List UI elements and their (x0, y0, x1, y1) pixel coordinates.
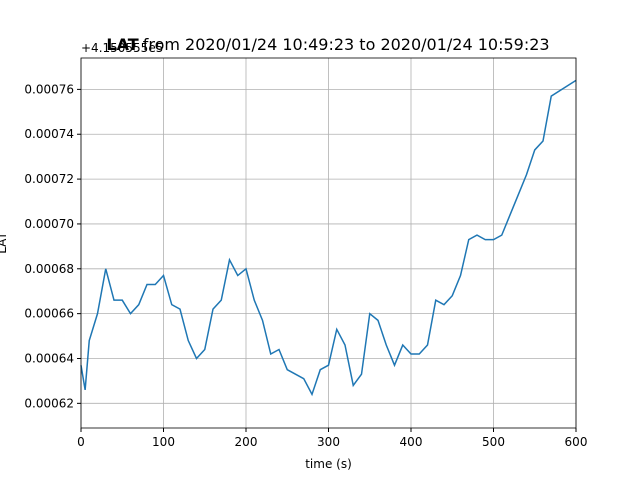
y-tick-label: 0.00072 (24, 172, 74, 186)
x-tick-label: 100 (152, 435, 175, 449)
x-tick-label: 500 (482, 435, 505, 449)
y-tick-label: 0.00070 (24, 217, 74, 231)
chart-title-bold: LAT (106, 35, 138, 54)
y-tick-label: 0.00076 (24, 82, 74, 96)
y-tick-label: 0.00062 (24, 396, 74, 410)
x-tick-label: 300 (317, 435, 340, 449)
x-tick-label: 0 (77, 435, 85, 449)
y-tick-label: 0.00068 (24, 262, 74, 276)
y-axis-label: LAT (0, 232, 9, 254)
data-line (80, 79, 577, 397)
chart-title: from 2020/01/24 10:49:23 to 2020/01/24 1… (143, 35, 550, 54)
x-tick-label: 600 (565, 435, 588, 449)
offset-text: +4.150555e5 (81, 41, 163, 55)
x-axis-label: time (s) (305, 457, 352, 471)
y-tick-label: 0.00066 (24, 307, 74, 321)
plot-frame (80, 57, 577, 429)
y-tick-label: 0.00064 (24, 351, 74, 365)
x-tick-label: 200 (235, 435, 258, 449)
y-tick-label: 0.00074 (24, 127, 74, 141)
x-tick-label: 400 (400, 435, 423, 449)
